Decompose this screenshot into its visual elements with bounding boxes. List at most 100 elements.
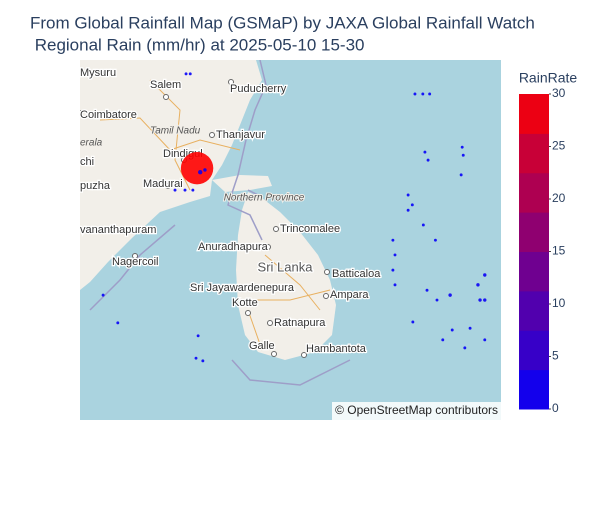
colorbar-band: [519, 133, 549, 174]
place-dot: [267, 320, 273, 326]
place-label: Galle: [249, 340, 275, 352]
rain-point: [459, 173, 463, 177]
place-label: Puducherry: [230, 83, 287, 95]
rain-point: [421, 223, 425, 227]
place-label: vananthapuram: [80, 224, 156, 236]
place-label: chi: [80, 156, 94, 168]
place-dot: [165, 183, 171, 189]
place-dot: [324, 269, 330, 275]
rain-point: [188, 72, 192, 76]
attribution: © OpenStreetMap contributors: [335, 403, 498, 417]
colorbar-title: RainRate: [519, 70, 578, 86]
colorbar-band: [519, 251, 549, 292]
chart-subtitle: Regional Rain (mm/hr) at 2025-05-10 15-3…: [30, 35, 365, 54]
india-land: [80, 60, 262, 290]
colorbar-band: [519, 212, 549, 252]
rain-point: [426, 158, 430, 162]
place-label: Trincomalee: [280, 223, 340, 235]
rain-point: [483, 273, 487, 277]
rain-point: [101, 293, 105, 297]
place-dot: [323, 293, 329, 299]
sri-lanka-land: [236, 192, 336, 360]
road: [247, 254, 331, 351]
colorbar-tick-label: 10: [552, 296, 566, 310]
rain-point: [421, 92, 425, 96]
place-dot: [271, 351, 277, 357]
place-dot: [98, 70, 104, 76]
colorbar-tick-label: 25: [552, 139, 566, 153]
rain-point: [483, 338, 487, 342]
rain-point: [423, 150, 427, 154]
rain-point: [478, 298, 482, 302]
rain-point: [425, 288, 429, 292]
place-label: erala: [80, 138, 103, 149]
place-dot: [209, 132, 215, 138]
colorbar-tick-label: 30: [552, 86, 566, 100]
place-dot: [80, 110, 83, 116]
colorbar-band: [519, 330, 549, 371]
place-label: Kotte: [232, 297, 258, 309]
place-dot: [228, 79, 234, 85]
colorbar-band: [519, 94, 549, 134]
place-label: Hambantota: [306, 343, 367, 355]
place-label: Sri Jayawardenepura: [190, 282, 295, 294]
rain-point: [435, 298, 439, 302]
place-dot: [132, 253, 138, 259]
place-label: Sri Lanka: [258, 259, 314, 274]
rain-point: [391, 238, 395, 242]
rain-point: [433, 238, 437, 242]
place-dot: [245, 310, 251, 316]
rain-point: [448, 293, 452, 297]
points: [101, 72, 487, 363]
rain-point: [461, 153, 465, 157]
rain-point: [406, 208, 410, 212]
colorbar-band: [519, 290, 549, 331]
attribution-box: [332, 402, 501, 420]
colorbar-tick-label: 5: [552, 349, 559, 363]
chart-title: From Global Rainfall Map (GSMaP) by JAXA…: [30, 13, 535, 32]
colorbar-tick-label: 0: [552, 401, 559, 415]
rain-point: [460, 145, 464, 149]
rain-point: [428, 92, 432, 96]
rain-point: [173, 188, 177, 192]
place-label: Anuradhapura: [198, 241, 269, 253]
rain-point: [393, 283, 397, 287]
rain-point: [483, 298, 487, 302]
place-label: Northern Province: [224, 193, 305, 204]
place-dot: [301, 352, 307, 358]
rain-point: [201, 359, 205, 363]
colorbar-band: [519, 369, 549, 410]
place-dot: [163, 94, 169, 100]
place-label: Ratnapura: [274, 317, 326, 329]
place-dot: [80, 159, 83, 165]
maritime-border: [227, 60, 267, 241]
place-label: Ampara: [330, 289, 369, 301]
rain-point: [450, 328, 454, 332]
place-labels: Mysuru Salem Puducherry Coimbatore Tamil Nad…: [80, 66, 382, 358]
rain-point: [391, 268, 395, 272]
place-label: Batticaloa: [332, 268, 381, 280]
colorbar: 0 5 10 15 20 25 30: [519, 86, 566, 415]
rain-point: [463, 346, 467, 350]
rain-point: [194, 356, 198, 360]
place-label: Tamil Nadu: [150, 126, 201, 137]
colorbar-band: [519, 172, 549, 213]
place-label: Madurai: [143, 178, 183, 190]
rain-point: [198, 169, 203, 175]
rain-point: [196, 334, 200, 338]
rain-point: [184, 72, 188, 76]
place-label: Thanjavur: [216, 129, 265, 141]
maritime-border: [89, 224, 351, 386]
rain-point: [191, 188, 195, 192]
rain-point: [406, 193, 410, 197]
rain-point: [413, 92, 417, 96]
map: Mysuru Salem Puducherry Coimbatore Tamil Nad…: [80, 60, 501, 420]
rain-point: [203, 168, 207, 172]
rain-point: [116, 321, 120, 325]
place-label: Mysuru: [80, 67, 116, 79]
rain-point: [411, 320, 415, 324]
colorbar-tick-label: 20: [552, 191, 566, 205]
place-label: Salem: [150, 79, 181, 91]
